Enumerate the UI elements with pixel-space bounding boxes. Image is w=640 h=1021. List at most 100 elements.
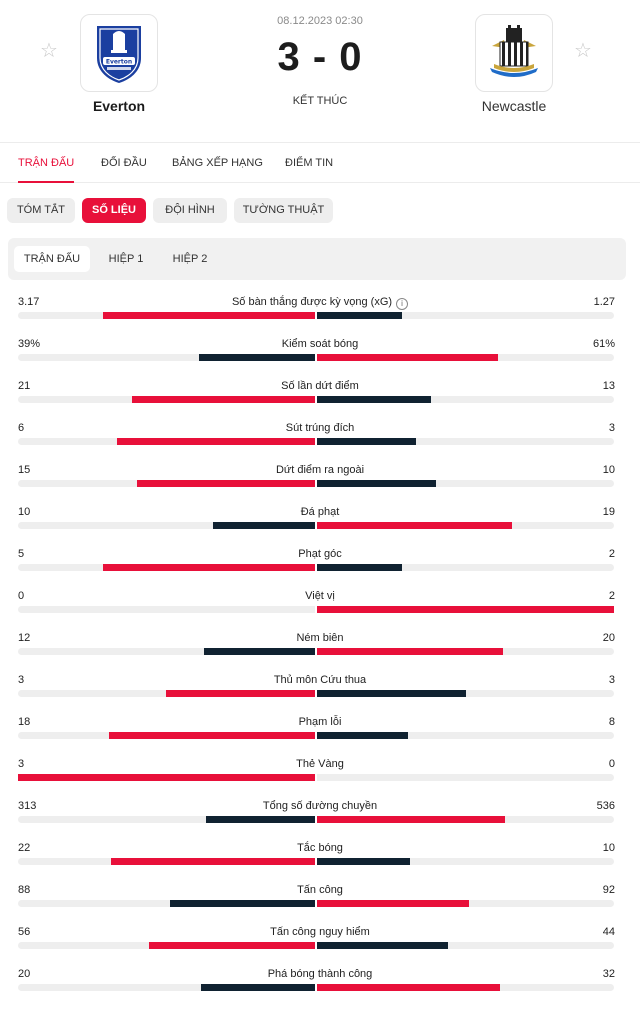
stat-row: 56 Tấn công nguy hiểm 44	[0, 926, 640, 968]
stat-label: Việt vị	[170, 590, 470, 602]
stat-bar-home-track	[18, 438, 315, 445]
away-team-logo[interactable]	[475, 14, 553, 92]
stat-away-value: 13	[602, 380, 615, 392]
stat-bar-home-fill	[166, 690, 315, 697]
stat-label: Phá bóng thành công	[170, 968, 470, 980]
stat-label: Tổng số đường chuyền	[170, 800, 470, 812]
period-tab-first-half[interactable]: HIỆP 1	[108, 253, 144, 265]
stat-bar-away-track	[317, 900, 614, 907]
everton-crest-icon: Everton	[97, 26, 141, 83]
stat-row: 6 Sút trúng đích 3	[0, 422, 640, 464]
tab-news[interactable]: ĐIỂM TIN	[285, 157, 334, 169]
stat-label: Thủ môn Cứu thua	[170, 674, 470, 686]
stat-bar-away-fill	[317, 312, 402, 319]
stat-bar-home-track	[18, 690, 315, 697]
stat-bar-home-fill	[103, 312, 315, 319]
stat-bar-away-fill	[317, 522, 512, 529]
stat-home-value: 3.17	[18, 296, 40, 308]
stat-away-value: 8	[608, 716, 615, 728]
stat-row: 39% Kiểm soát bóng 61%	[0, 338, 640, 380]
stat-row: 3 Thủ môn Cứu thua 3	[0, 674, 640, 716]
stat-home-value: 12	[18, 632, 31, 644]
stat-away-value: 10	[602, 842, 615, 854]
stat-bar-home-track	[18, 900, 315, 907]
stat-away-value: 20	[602, 632, 615, 644]
subtab-lineups[interactable]: ĐỘI HÌNH	[153, 198, 227, 223]
stat-away-value: 0	[608, 758, 615, 770]
stat-bar-home-track	[18, 942, 315, 949]
stat-label-text: Số lần dứt điểm	[281, 380, 359, 392]
stat-row: 10 Đá phạt 19	[0, 506, 640, 548]
stat-row: 5 Phạt góc 2	[0, 548, 640, 590]
home-team-logo[interactable]: Everton	[80, 14, 158, 92]
away-team-name[interactable]: Newcastle	[481, 98, 547, 114]
favorite-home-star-icon[interactable]: ☆	[40, 40, 58, 62]
stat-bar-away-fill	[317, 564, 402, 571]
stat-label-text: Thẻ Vàng	[296, 758, 344, 770]
stat-label-text: Thủ môn Cứu thua	[273, 674, 367, 686]
stat-home-value: 39%	[18, 338, 41, 350]
stat-home-value: 18	[18, 716, 31, 728]
tab-head-to-head[interactable]: ĐỐI ĐẦU	[101, 157, 147, 169]
stat-label: Ném biên	[170, 632, 470, 644]
stat-bar-home-fill	[109, 732, 315, 739]
stat-bar-home-fill	[132, 396, 315, 403]
info-icon[interactable]: i	[396, 298, 409, 310]
stat-bar-away-track	[317, 816, 614, 823]
stat-label: Số bàn thắng được kỳ vọng (xG) i	[170, 296, 470, 310]
stat-away-value: 10	[602, 464, 615, 476]
stat-away-value: 92	[602, 884, 615, 896]
stat-label-text: Tấn công	[297, 884, 343, 896]
stat-label-text: Kiểm soát bóng	[281, 338, 359, 350]
stat-bar-away-fill	[317, 942, 448, 949]
subtab-commentary[interactable]: TƯỜNG THUẬT	[234, 198, 333, 223]
newcastle-crest-icon	[490, 25, 538, 77]
period-tab-second-half[interactable]: HIỆP 2	[172, 253, 208, 265]
subtab-statistics[interactable]: SỐ LIỆU	[82, 198, 146, 223]
home-team-name[interactable]: Everton	[92, 98, 146, 114]
stat-home-value: 3	[18, 758, 25, 770]
stat-away-value: 536	[596, 800, 615, 812]
stat-bar-away-fill	[317, 732, 408, 739]
stat-bar-home-track	[18, 732, 315, 739]
stat-bar-away-fill	[317, 900, 469, 907]
stat-label: Phạm lỗi	[170, 716, 470, 728]
favorite-away-star-icon[interactable]: ☆	[574, 40, 592, 62]
stat-away-value: 32	[602, 968, 615, 980]
stat-home-value: 21	[18, 380, 31, 392]
stat-label: Phạt góc	[170, 548, 470, 560]
stat-home-value: 3	[18, 674, 25, 686]
match-date: 08.12.2023 02:30	[277, 15, 363, 27]
stat-bar-home-fill	[201, 984, 315, 991]
stat-bar-away-fill	[317, 858, 410, 865]
subtab-summary[interactable]: TÓM TẮT	[7, 198, 75, 223]
stat-bar-home-track	[18, 606, 315, 613]
stat-bar-home-track	[18, 354, 315, 361]
stat-bar-home-fill	[103, 564, 315, 571]
stat-away-value: 44	[602, 926, 615, 938]
stat-bar-away-fill	[317, 606, 614, 613]
stat-bar-away-track	[317, 606, 614, 613]
tab-match[interactable]: TRẬN ĐẤU	[18, 143, 75, 183]
stat-row: 3.17 Số bàn thắng được kỳ vọng (xG) i 1.27	[0, 296, 640, 338]
stat-bar-away-fill	[317, 690, 466, 697]
stat-bar-home-track	[18, 984, 315, 991]
stat-label-text: Tắc bóng	[297, 842, 343, 854]
period-tab-full-match[interactable]: TRẬN ĐẤU	[14, 246, 90, 272]
stat-label-text: Ném biên	[296, 632, 344, 644]
stat-label-text: Đá phạt	[300, 506, 340, 518]
stat-bar-home-fill	[204, 648, 315, 655]
stat-row: 12 Ném biên 20	[0, 632, 640, 674]
stat-bar-home-track	[18, 312, 315, 319]
stat-bar-away-fill	[317, 438, 416, 445]
stat-bar-away-track	[317, 438, 614, 445]
stat-bar-home-track	[18, 648, 315, 655]
tab-standings[interactable]: BẢNG XẾP HẠNG	[172, 157, 263, 169]
main-tabs: TRẬN ĐẤU ĐỐI ĐẦU BẢNG XẾP HẠNG ĐIỂM TIN	[0, 143, 640, 183]
period-tabs: TRẬN ĐẤU HIỆP 1 HIỆP 2	[8, 238, 626, 280]
stat-home-value: 22	[18, 842, 31, 854]
stat-away-value: 1.27	[593, 296, 615, 308]
stat-label: Tấn công	[170, 884, 470, 896]
stat-bar-away-track	[317, 648, 614, 655]
match-header: ☆ Everton Everton 08.12.2023 02:30 3 - 0…	[0, 0, 640, 143]
